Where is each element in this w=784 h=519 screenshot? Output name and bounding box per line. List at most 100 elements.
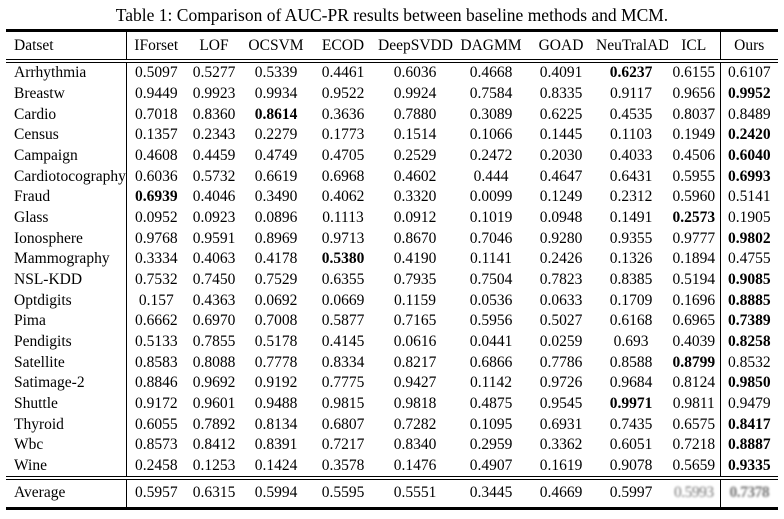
value-cell: 0.8340 [393, 436, 437, 454]
value-cell: 0.9818 [393, 394, 437, 412]
value-cell: 0.9078 [609, 456, 653, 474]
average-row: Average 0.5957 0.6315 0.5994 0.5595 0.5551 0.3… [6, 476, 778, 509]
value-cell: 0.8588 [609, 353, 653, 371]
table-row: Optdigits 0.157 0.4363 0.0692 0.0669 0.1159 0.… [6, 290, 778, 312]
value-cell: 0.7935 [393, 270, 437, 288]
value-cell: 0.3445 [454, 476, 528, 509]
dataset-name-cell: Census [6, 125, 127, 146]
value-cell: 0.9335 [719, 455, 778, 479]
dataset-name-cell: Wine [6, 455, 127, 479]
value-cell: 0.8846 [134, 374, 178, 392]
value-cell: 0.9726 [539, 374, 583, 392]
dataset-name-cell: NSL-KDD [6, 269, 127, 291]
value-cell: 0.1103 [609, 126, 653, 144]
value-cell: 0.444 [473, 167, 509, 185]
table-row: NSL-KDD 0.7532 0.7450 0.7529 0.6355 0.7935 0.7… [6, 269, 778, 291]
value-cell: 0.2420 [719, 125, 778, 146]
value-cell: 0.1949 [672, 126, 716, 144]
value-cell: 0.7504 [469, 270, 513, 288]
value-cell: 0.4062 [321, 188, 365, 206]
value-cell: 0.0896 [254, 208, 298, 226]
value-cell: 0.0536 [469, 291, 513, 309]
value-cell: 0.6662 [134, 312, 178, 330]
value-cell: 0.4647 [539, 167, 583, 185]
value-cell: 0.6055 [134, 415, 178, 433]
table-row: Breastw 0.9449 0.9923 0.9934 0.9522 0.9924 0.7… [6, 83, 778, 105]
value-cell: 0.1113 [322, 208, 364, 226]
value-cell: 0.1249 [539, 188, 583, 206]
value-cell: 0.6237 [609, 64, 653, 82]
column-header: DeepSVDD [376, 30, 454, 63]
value-cell: 0.6431 [609, 167, 653, 185]
value-cell: 0.3578 [321, 456, 365, 474]
value-cell: 0.6155 [672, 64, 716, 82]
table-row: Fraud 0.6939 0.4046 0.3490 0.4062 0.3320 0.009… [6, 187, 778, 208]
dataset-name-cell: Shuttle [6, 393, 127, 415]
value-cell: 0.9117 [609, 84, 653, 102]
value-cell: 0.8969 [254, 229, 298, 247]
value-cell: 0.8417 [719, 414, 778, 436]
value-cell: 0.8799 [672, 353, 716, 371]
dataset-name-cell: Breastw [6, 83, 127, 105]
value-cell: 0.8489 [719, 104, 778, 126]
value-cell: 0.7775 [321, 374, 365, 392]
value-cell: 0.8412 [192, 436, 236, 454]
dataset-name-cell: Wbc [6, 435, 127, 456]
value-cell: 0.0669 [321, 291, 365, 309]
value-cell: 0.1066 [469, 126, 513, 144]
value-cell: 0.2959 [469, 436, 513, 454]
column-header: ICL [668, 30, 720, 63]
value-cell: 0.8124 [672, 374, 716, 392]
value-cell: 0.6315 [186, 476, 242, 509]
results-table: Datset IForset LOF OCSVM ECOD DeepSVDD DAGMM GO… [6, 29, 778, 510]
value-cell: 0.2343 [192, 126, 236, 144]
column-header: ECOD [310, 30, 376, 63]
value-cell: 0.1159 [393, 291, 437, 309]
value-cell: 0.8532 [719, 352, 778, 374]
value-cell: 0.4178 [254, 250, 298, 268]
value-cell: 0.5994 [242, 476, 310, 509]
value-cell: 0.5957 [126, 476, 186, 509]
value-cell: 0.4363 [192, 291, 236, 309]
value-cell: 0.6040 [719, 145, 778, 167]
table-row: Cardio 0.7018 0.8360 0.8614 0.3636 0.7880 0.30… [6, 104, 778, 126]
table-row: Pima 0.6662 0.6970 0.7008 0.5877 0.7165 0.5956… [6, 311, 778, 332]
value-cell: 0.9952 [719, 83, 778, 105]
value-cell: 0.9684 [609, 374, 653, 392]
column-header: Datset [6, 30, 127, 63]
value-cell: 0.3636 [321, 105, 365, 123]
value-cell: 0.1894 [672, 250, 716, 268]
value-cell: 0.8583 [134, 353, 178, 371]
value-cell: 0.6807 [321, 415, 365, 433]
value-cell: 0.1476 [393, 456, 437, 474]
dataset-name-cell: Pima [6, 311, 127, 332]
value-cell: 0.9802 [719, 228, 778, 250]
value-cell: 0.8670 [393, 229, 437, 247]
value-cell: 0.1019 [469, 208, 513, 226]
value-cell: 0.4705 [321, 146, 365, 164]
value-cell: 0.6168 [609, 312, 653, 330]
value-cell: 0.9777 [672, 229, 716, 247]
value-cell: 0.5339 [254, 64, 298, 82]
value-cell: 0.7778 [254, 353, 298, 371]
value-cell: 0.5178 [254, 332, 298, 350]
value-cell: 0.9811 [672, 394, 715, 412]
dataset-name-cell: Satellite [6, 352, 127, 374]
value-cell: 0.9850 [719, 373, 778, 394]
value-cell: 0.5993 [668, 476, 720, 509]
value-cell: 0.0912 [393, 208, 437, 226]
dataset-name-cell: Glass [6, 207, 127, 229]
table-row: Campaign 0.4608 0.4459 0.4749 0.4705 0.2529 0.… [6, 145, 778, 167]
value-cell: 0.9479 [719, 393, 778, 415]
dataset-name-cell: Ionosphere [6, 228, 127, 250]
value-cell: 0.8134 [254, 415, 298, 433]
value-cell: 0.6939 [134, 188, 178, 206]
value-cell: 0.7892 [192, 415, 236, 433]
value-cell: 0.4039 [672, 332, 716, 350]
table-row: Satellite 0.8583 0.8088 0.7778 0.8334 0.8217 0… [6, 352, 778, 374]
value-cell: 0.1253 [192, 456, 236, 474]
dataset-name-cell: Satimage-2 [6, 373, 127, 394]
value-cell: 0.0099 [469, 188, 513, 206]
value-cell: 0.4190 [393, 250, 437, 268]
value-cell: 0.6993 [719, 166, 778, 188]
